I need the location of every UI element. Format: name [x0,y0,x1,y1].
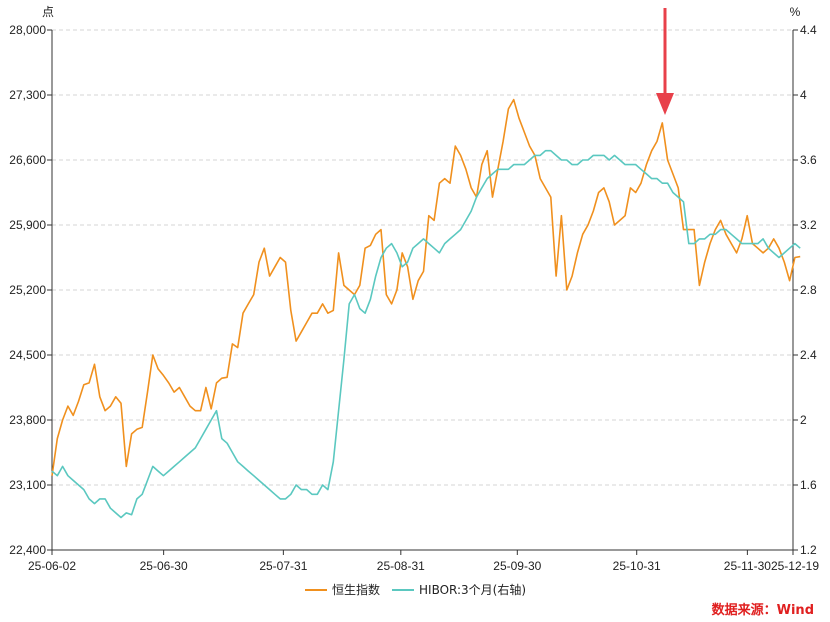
left-tick-label: 23,800 [9,413,46,427]
right-tick-label: 1.6 [800,478,817,492]
grid-lines [52,29,793,486]
x-tick-label: 25-08-31 [377,559,425,573]
left-tick-label: 28,000 [9,23,46,37]
x-tick-label: 25-11-30 [724,559,771,573]
right-tick-label: 3.2 [800,218,817,232]
right-tick-label: 1.2 [800,543,817,557]
annotation-arrow [656,8,674,115]
right-tick-label: 2.4 [800,348,817,362]
series-line-hibor [51,149,801,519]
legend-label-hang-seng: 恒生指数 [332,582,380,597]
x-tick-label: 25-10-31 [613,559,661,573]
right-tick-label: 2.8 [800,283,817,297]
left-tick-label: 24,500 [9,348,46,362]
right-tick-label: 3.6 [800,153,817,167]
x-axis: 25-06-02 25-06-30 25-07-31 25-08-31 25-09-30… [28,550,819,573]
left-tick-label: 27,300 [9,88,46,102]
legend-label-hibor: HIBOR:3个月(右轴) [419,582,526,597]
right-tick-label: 2 [800,413,807,427]
right-tick-label: 4 [800,88,807,102]
x-tick-label: 25-09-30 [493,559,541,573]
x-tick-label: 25-07-31 [259,559,307,573]
left-tick-label: 25,900 [9,218,46,232]
x-tick-label: 25-06-30 [140,559,188,573]
x-tick-label: 25-06-02 [28,559,76,573]
x-tick-label: 25-12-19 [771,559,819,573]
left-tick-label: 23,100 [9,478,46,492]
left-tick-label: 22,400 [9,543,46,557]
source-note: 数据来源：Wind [712,602,814,618]
right-axis: 1.2 1.6 2 2.4 2.8 3.2 3.6 4 4.4 [793,23,817,557]
series-line-hang-seng [51,98,801,476]
left-tick-label: 26,600 [9,153,46,167]
left-tick-label: 25,200 [9,283,46,297]
left-axis: 22,400 23,100 23,800 24,500 25,200 25,900 26,6… [9,23,52,557]
right-axis-unit: % [790,5,801,19]
right-tick-label: 4.4 [800,23,817,37]
left-axis-unit: 点 [42,5,54,19]
annotation-arrow-head [656,93,674,115]
legend: 恒生指数 HIBOR:3个月(右轴) [305,582,526,597]
